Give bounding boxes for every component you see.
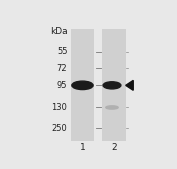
- Ellipse shape: [103, 82, 121, 89]
- Text: 72: 72: [57, 64, 67, 73]
- Ellipse shape: [72, 81, 93, 90]
- Text: 1: 1: [80, 143, 85, 152]
- Bar: [102, 29, 126, 141]
- Ellipse shape: [106, 106, 118, 109]
- Text: 2: 2: [111, 143, 117, 152]
- Text: 250: 250: [52, 124, 67, 133]
- Bar: [71, 29, 94, 141]
- Text: 55: 55: [57, 47, 67, 56]
- Polygon shape: [126, 80, 133, 90]
- Text: kDa: kDa: [50, 28, 67, 37]
- Text: 130: 130: [52, 103, 67, 112]
- Text: 95: 95: [57, 81, 67, 90]
